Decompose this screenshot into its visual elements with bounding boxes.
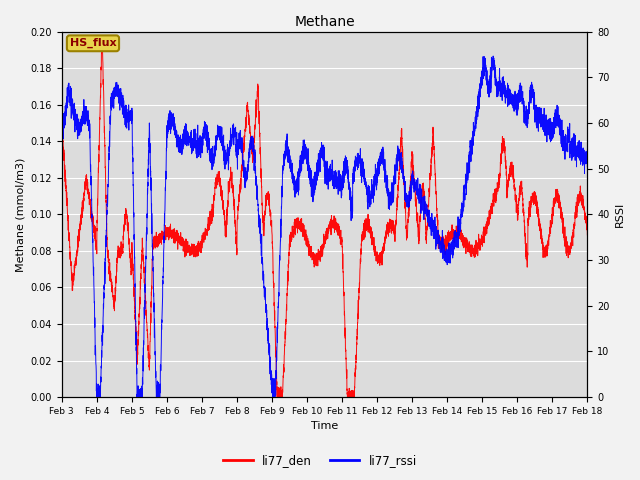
Title: Methane: Methane bbox=[294, 15, 355, 29]
Legend: li77_den, li77_rssi: li77_den, li77_rssi bbox=[218, 449, 422, 472]
Y-axis label: RSSI: RSSI bbox=[615, 202, 625, 227]
Text: HS_flux: HS_flux bbox=[70, 38, 116, 48]
X-axis label: Time: Time bbox=[311, 421, 338, 432]
Y-axis label: Methane (mmol/m3): Methane (mmol/m3) bbox=[15, 157, 25, 272]
